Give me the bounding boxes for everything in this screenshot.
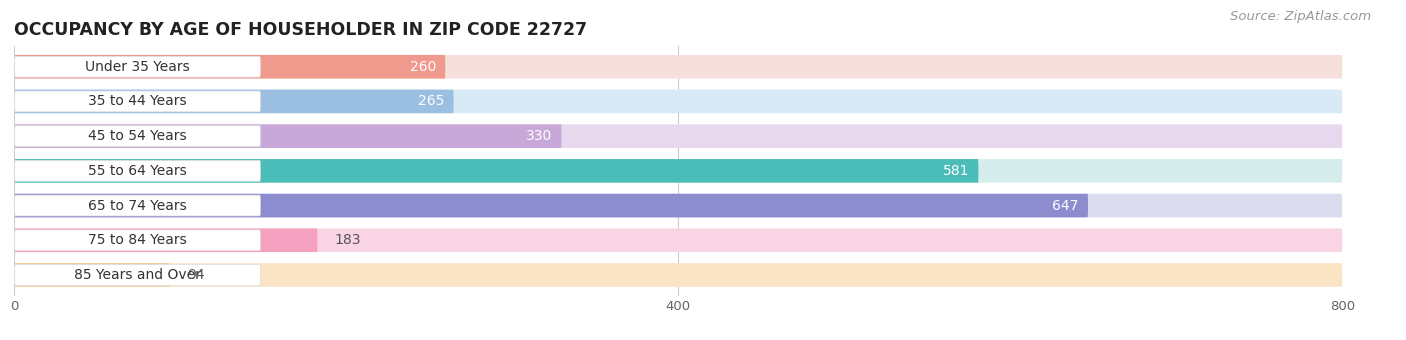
Text: 330: 330 xyxy=(526,129,553,143)
FancyBboxPatch shape xyxy=(14,228,1343,252)
FancyBboxPatch shape xyxy=(14,124,561,148)
FancyBboxPatch shape xyxy=(14,56,260,77)
FancyBboxPatch shape xyxy=(14,194,1343,217)
Text: 45 to 54 Years: 45 to 54 Years xyxy=(89,129,187,143)
Text: OCCUPANCY BY AGE OF HOUSEHOLDER IN ZIP CODE 22727: OCCUPANCY BY AGE OF HOUSEHOLDER IN ZIP C… xyxy=(14,21,588,39)
FancyBboxPatch shape xyxy=(14,55,446,79)
FancyBboxPatch shape xyxy=(14,159,979,183)
Text: 265: 265 xyxy=(418,95,444,108)
FancyBboxPatch shape xyxy=(14,91,260,112)
FancyBboxPatch shape xyxy=(14,55,1343,79)
Text: 35 to 44 Years: 35 to 44 Years xyxy=(89,95,187,108)
Text: Source: ZipAtlas.com: Source: ZipAtlas.com xyxy=(1230,10,1371,23)
FancyBboxPatch shape xyxy=(14,228,318,252)
Text: 75 to 84 Years: 75 to 84 Years xyxy=(89,233,187,247)
FancyBboxPatch shape xyxy=(14,124,1343,148)
Text: 55 to 64 Years: 55 to 64 Years xyxy=(89,164,187,178)
Text: 94: 94 xyxy=(187,268,204,282)
FancyBboxPatch shape xyxy=(14,194,1088,217)
FancyBboxPatch shape xyxy=(14,90,1343,113)
Text: 647: 647 xyxy=(1052,199,1078,212)
Text: 65 to 74 Years: 65 to 74 Years xyxy=(89,199,187,212)
FancyBboxPatch shape xyxy=(14,263,170,287)
Text: 85 Years and Over: 85 Years and Over xyxy=(75,268,201,282)
Text: 183: 183 xyxy=(335,233,361,247)
FancyBboxPatch shape xyxy=(14,126,260,147)
Text: Under 35 Years: Under 35 Years xyxy=(86,60,190,74)
Text: 581: 581 xyxy=(942,164,969,178)
FancyBboxPatch shape xyxy=(14,160,260,181)
FancyBboxPatch shape xyxy=(14,230,260,251)
Text: 260: 260 xyxy=(409,60,436,74)
FancyBboxPatch shape xyxy=(14,159,1343,183)
FancyBboxPatch shape xyxy=(14,90,454,113)
FancyBboxPatch shape xyxy=(14,195,260,216)
FancyBboxPatch shape xyxy=(14,263,1343,287)
FancyBboxPatch shape xyxy=(14,265,260,285)
